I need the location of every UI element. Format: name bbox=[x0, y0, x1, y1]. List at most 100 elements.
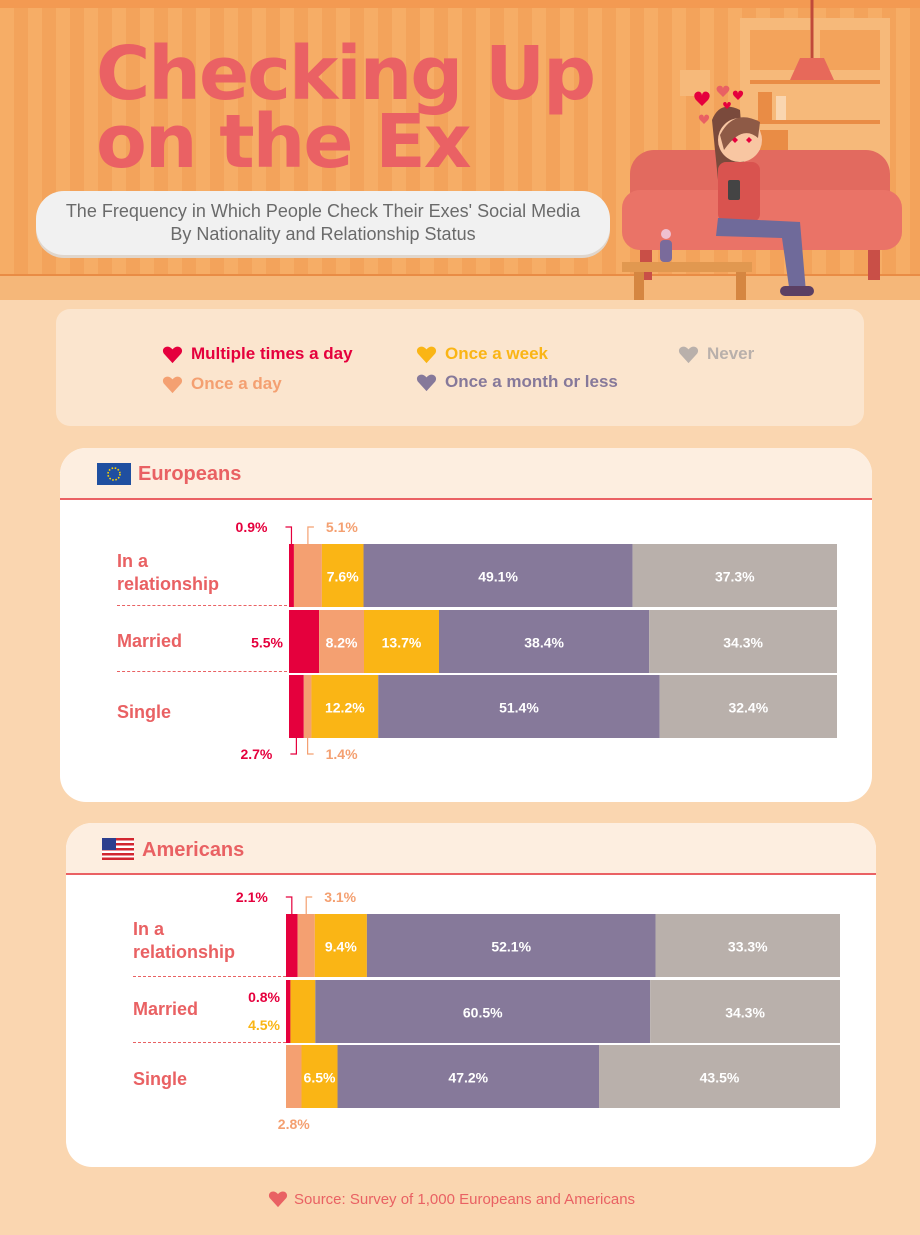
leader-line bbox=[307, 526, 314, 544]
eu-row-label-single: Single bbox=[117, 702, 172, 722]
data-label: 13.7% bbox=[382, 635, 422, 651]
bar-segment bbox=[314, 914, 367, 977]
bar-segment bbox=[289, 675, 304, 738]
data-label: 38.4% bbox=[524, 635, 564, 651]
us-row-label-married: Married bbox=[133, 999, 199, 1019]
data-label: 5.5% bbox=[251, 635, 283, 651]
bar-segment bbox=[321, 544, 364, 607]
data-label: 6.5% bbox=[304, 1070, 336, 1086]
coffee-table bbox=[622, 262, 752, 272]
us-row-label-single: Single bbox=[133, 1069, 188, 1089]
bar-segment bbox=[289, 544, 294, 607]
woman-legs bbox=[716, 218, 806, 294]
data-label: 37.3% bbox=[715, 569, 755, 585]
heart-icon bbox=[416, 374, 437, 391]
bar-segment bbox=[363, 544, 633, 607]
bar-segment bbox=[303, 675, 312, 738]
europeans-card-header bbox=[60, 448, 872, 500]
bar-segment bbox=[289, 610, 320, 673]
data-label: 0.9% bbox=[236, 519, 268, 535]
bar-segment bbox=[366, 914, 656, 977]
europeans-title: Europeans bbox=[138, 463, 242, 485]
legend-item-once-a-week: Once a week bbox=[416, 344, 548, 364]
americans-title: Americans bbox=[142, 839, 245, 861]
legend-item-multiple-times-a-day: Multiple times a day bbox=[162, 344, 353, 364]
header-top-border bbox=[0, 0, 920, 8]
bar-segment bbox=[599, 1045, 840, 1108]
bar-segment bbox=[290, 980, 316, 1043]
data-label: 60.5% bbox=[463, 1005, 503, 1021]
bar-segment bbox=[301, 1045, 338, 1108]
lamp bbox=[790, 58, 834, 80]
leader-line bbox=[285, 526, 293, 544]
us-row-label-in-a-relationship: In a relationship bbox=[133, 919, 236, 962]
us-flag-icon bbox=[102, 838, 134, 860]
data-label: 2.1% bbox=[236, 889, 268, 905]
bar-segment bbox=[659, 675, 837, 738]
bar-segment bbox=[364, 610, 440, 673]
bar-segment bbox=[311, 675, 379, 738]
bar-segment bbox=[378, 675, 660, 738]
data-label: 34.3% bbox=[723, 635, 763, 651]
data-label: 3.1% bbox=[324, 889, 356, 905]
data-label: 47.2% bbox=[448, 1070, 488, 1086]
bar-segment bbox=[286, 1045, 302, 1108]
us-row-divider bbox=[133, 1042, 286, 1043]
source-note: Source: Survey of 1,000 Europeans and Am… bbox=[268, 1190, 635, 1208]
bar-segment bbox=[650, 980, 840, 1043]
data-label: 9.4% bbox=[325, 939, 357, 955]
woman-on-sofa-illustration bbox=[622, 0, 902, 300]
legend-item-once-a-month-or-less: Once a month or less bbox=[416, 372, 618, 392]
eu-flag-icon bbox=[97, 463, 131, 485]
eu-row-label-in-a-relationship: In a relationship bbox=[117, 551, 220, 594]
bar-segment bbox=[319, 610, 365, 673]
data-label: 0.8% bbox=[248, 989, 280, 1005]
data-label: 52.1% bbox=[491, 939, 531, 955]
data-label: 43.5% bbox=[700, 1070, 740, 1086]
heart-icon bbox=[162, 376, 183, 393]
bar-segment bbox=[293, 544, 322, 607]
data-label: 49.1% bbox=[478, 569, 518, 585]
heart-icon bbox=[268, 1191, 288, 1208]
source-text: Source: Survey of 1,000 Europeans and Am… bbox=[294, 1190, 636, 1208]
legend: Multiple times a day Once a day Once a w… bbox=[56, 309, 864, 426]
bar-segment bbox=[297, 914, 315, 977]
bar-segment bbox=[632, 544, 837, 607]
data-label: 32.4% bbox=[728, 700, 768, 716]
leader-line bbox=[290, 738, 297, 755]
subtitle-line-2: By Nationality and Relationship Status bbox=[170, 224, 476, 244]
data-label: 12.2% bbox=[325, 700, 365, 716]
americans-card-header bbox=[66, 823, 876, 875]
heart-icon bbox=[162, 346, 183, 363]
leader-line bbox=[285, 896, 293, 914]
bar-segment bbox=[286, 980, 291, 1043]
title-line-2: on the Ex bbox=[96, 99, 472, 185]
bar-segment bbox=[655, 914, 840, 977]
page-title: Checking Up on the Ex bbox=[96, 37, 596, 179]
eu-row-label-married: Married bbox=[117, 631, 183, 651]
subtitle-line-1: The Frequency in Which People Check Thei… bbox=[65, 201, 581, 221]
data-label: 51.4% bbox=[499, 700, 539, 716]
eu-row-divider bbox=[117, 605, 287, 606]
bar-segment bbox=[439, 610, 650, 673]
title-line-1: Checking Up bbox=[96, 31, 596, 117]
data-label: 5.1% bbox=[326, 519, 358, 535]
data-label: 2.8% bbox=[278, 1116, 310, 1132]
data-label: 8.2% bbox=[326, 635, 358, 651]
data-label: 1.4% bbox=[326, 746, 358, 762]
data-label: 34.3% bbox=[725, 1005, 765, 1021]
subtitle-pill: The Frequency in Which People Check Thei… bbox=[36, 191, 610, 255]
legend-item-once-a-day: Once a day bbox=[162, 374, 282, 394]
data-label: 7.6% bbox=[327, 569, 359, 585]
heart-icon bbox=[678, 346, 699, 363]
legend-item-never: Never bbox=[678, 344, 754, 364]
bar-segment bbox=[315, 980, 651, 1043]
leader-line bbox=[305, 896, 313, 914]
leader-line bbox=[307, 738, 314, 755]
data-label: 4.5% bbox=[248, 1017, 280, 1033]
us-row-divider bbox=[133, 976, 286, 977]
eu-row-divider bbox=[117, 671, 287, 672]
phone-icon bbox=[728, 180, 740, 200]
bar-segment bbox=[337, 1045, 600, 1108]
